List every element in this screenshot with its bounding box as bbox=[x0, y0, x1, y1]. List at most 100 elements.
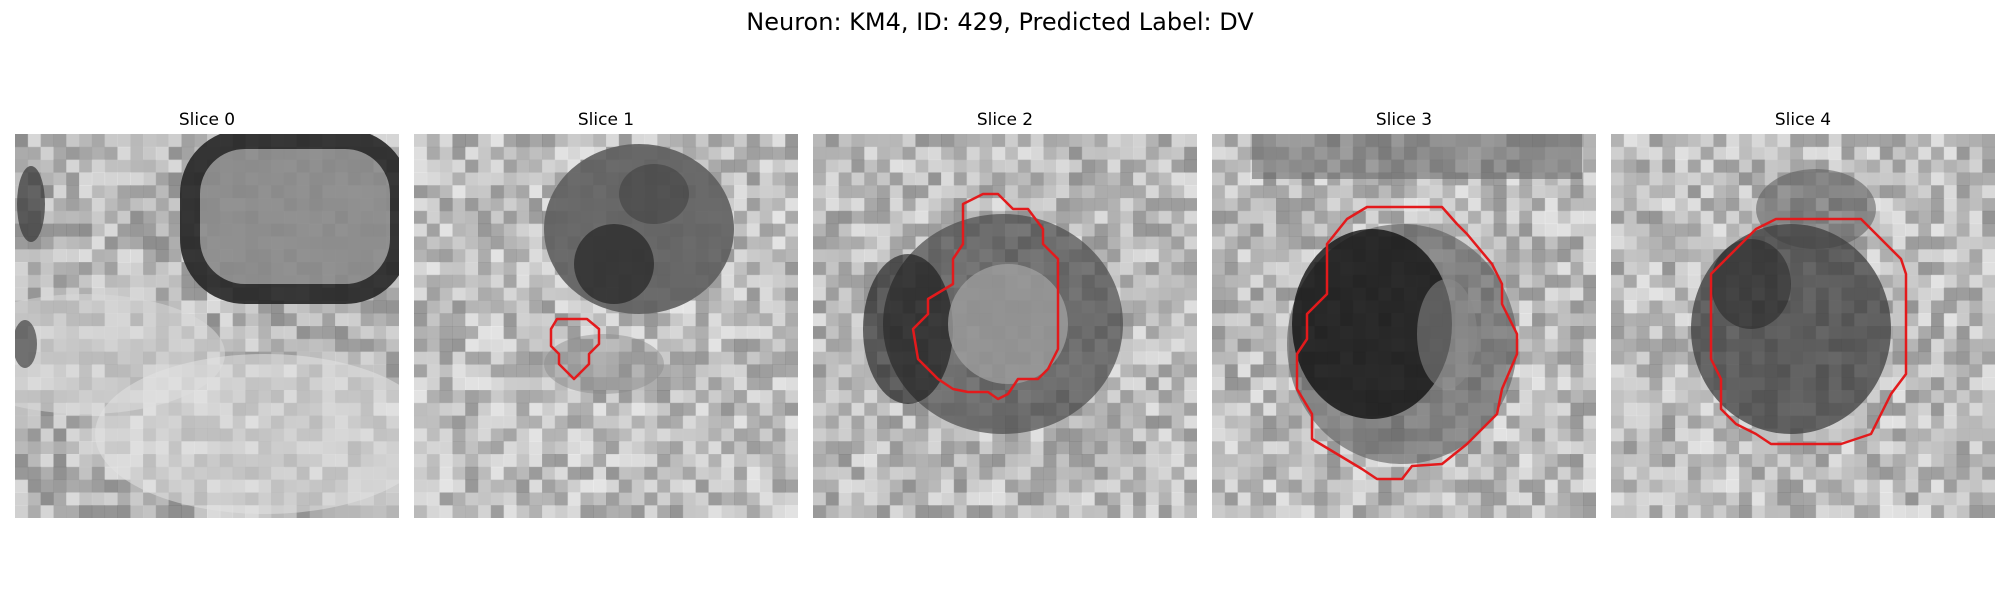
texture-pixel bbox=[1120, 479, 1134, 493]
texture-pixel bbox=[1943, 326, 1958, 340]
texture-pixel bbox=[1212, 402, 1226, 417]
texture-pixel bbox=[1969, 198, 1983, 212]
texture-pixel bbox=[838, 198, 852, 212]
texture-pixel bbox=[825, 262, 840, 276]
texture-pixel bbox=[825, 479, 840, 493]
texture-pixel bbox=[734, 338, 748, 353]
texture-pixel bbox=[1145, 492, 1160, 506]
texture-pixel bbox=[503, 402, 517, 417]
texture-pixel bbox=[1506, 262, 1520, 276]
texture-pixel bbox=[1969, 364, 1983, 378]
texture-pixel bbox=[27, 146, 42, 161]
texture-pixel bbox=[992, 134, 1006, 148]
texture-pixel bbox=[864, 262, 878, 276]
texture-pixel bbox=[864, 454, 878, 468]
texture-pixel bbox=[478, 146, 492, 161]
texture-pixel bbox=[439, 428, 453, 442]
texture-pixel bbox=[66, 134, 80, 148]
texture-pixel bbox=[1583, 210, 1596, 225]
texture-pixel bbox=[1713, 198, 1727, 212]
texture-pixel bbox=[785, 364, 798, 378]
texture-pixel bbox=[721, 492, 735, 506]
texture-pixel bbox=[851, 479, 865, 493]
texture-pixel bbox=[851, 351, 865, 365]
texture-pixel bbox=[1030, 428, 1044, 442]
texture-pixel bbox=[1519, 466, 1533, 481]
texture-pixel bbox=[1506, 505, 1520, 518]
texture-pixel bbox=[1557, 287, 1571, 301]
texture-pixel bbox=[772, 390, 786, 404]
texture-pixel bbox=[1043, 441, 1057, 455]
texture-pixel bbox=[503, 210, 517, 225]
texture-pixel bbox=[1751, 172, 1766, 186]
texture-pixel bbox=[516, 402, 530, 417]
texture-pixel bbox=[1532, 249, 1546, 263]
texture-pixel bbox=[1636, 364, 1650, 378]
texture-pixel bbox=[1171, 338, 1185, 353]
texture-pixel bbox=[130, 172, 144, 186]
texture-pixel bbox=[1094, 466, 1108, 481]
texture-pixel bbox=[168, 159, 182, 173]
texture-pixel bbox=[130, 492, 144, 506]
texture-pixel bbox=[1841, 134, 1855, 148]
texture-pixel bbox=[1649, 313, 1663, 327]
texture-pixel bbox=[864, 505, 878, 518]
texture-pixel bbox=[1030, 134, 1044, 148]
texture-pixel bbox=[941, 454, 955, 468]
texture-pixel bbox=[1649, 287, 1663, 301]
texture-pixel bbox=[1365, 210, 1379, 225]
texture-pixel bbox=[1237, 223, 1251, 237]
texture-pixel bbox=[734, 210, 748, 225]
texture-pixel bbox=[219, 326, 234, 340]
texture-pixel bbox=[1739, 172, 1753, 186]
dark-region bbox=[1711, 239, 1791, 329]
texture-pixel bbox=[516, 159, 530, 173]
texture-pixel bbox=[554, 415, 569, 429]
texture-pixel bbox=[695, 326, 709, 340]
texture-pixel bbox=[1662, 236, 1676, 250]
texture-pixel bbox=[759, 338, 773, 353]
texture-pixel bbox=[386, 492, 399, 506]
texture-pixel bbox=[91, 274, 106, 289]
texture-pixel bbox=[1892, 351, 1906, 365]
texture-pixel bbox=[851, 210, 865, 225]
texture-pixel bbox=[772, 262, 786, 276]
texture-pixel bbox=[1879, 198, 1894, 212]
texture-pixel bbox=[529, 262, 543, 276]
texture-pixel bbox=[1623, 415, 1638, 429]
texture-pixel bbox=[606, 428, 620, 442]
texture-pixel bbox=[721, 274, 735, 289]
texture-pixel bbox=[1094, 159, 1108, 173]
texture-pixel bbox=[542, 159, 556, 173]
texture-pixel bbox=[66, 441, 80, 455]
slice-panel-4: Slice 4 bbox=[1611, 108, 1995, 518]
texture-pixel bbox=[1943, 262, 1958, 276]
texture-pixel bbox=[529, 236, 543, 250]
texture-pixel bbox=[1700, 223, 1714, 237]
texture-pixel bbox=[91, 223, 106, 237]
texture-pixel bbox=[542, 172, 556, 186]
texture-pixel bbox=[1224, 466, 1239, 481]
texture-pixel bbox=[1636, 159, 1650, 173]
texture-pixel bbox=[1892, 479, 1906, 493]
texture-pixel bbox=[1956, 134, 1970, 148]
texture-pixel bbox=[1777, 134, 1791, 148]
texture-pixel bbox=[1790, 146, 1804, 161]
texture-pixel bbox=[772, 466, 786, 481]
texture-pixel bbox=[864, 441, 878, 455]
texture-pixel bbox=[1943, 390, 1958, 404]
texture-pixel bbox=[759, 210, 773, 225]
texture-pixel bbox=[1751, 159, 1766, 173]
texture-pixel bbox=[478, 198, 492, 212]
texture-pixel bbox=[670, 326, 684, 340]
texture-pixel bbox=[644, 313, 658, 327]
texture-pixel bbox=[1506, 185, 1520, 199]
texture-pixel bbox=[1892, 287, 1906, 301]
texture-pixel bbox=[1276, 338, 1290, 353]
texture-pixel bbox=[953, 466, 968, 481]
texture-pixel bbox=[618, 479, 633, 493]
texture-pixel bbox=[1623, 492, 1638, 506]
texture-pixel bbox=[465, 338, 479, 353]
texture-pixel bbox=[928, 441, 942, 455]
texture-pixel bbox=[593, 492, 607, 506]
